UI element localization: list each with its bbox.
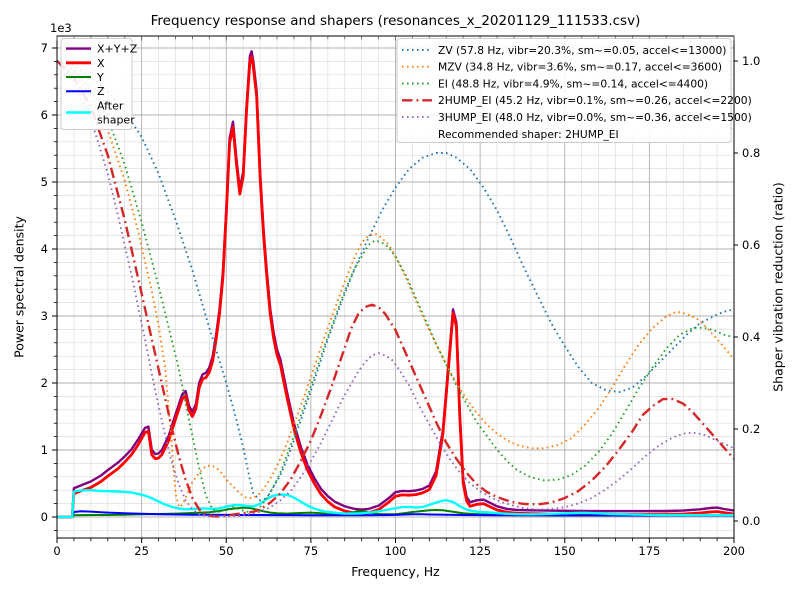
chart-title: Frequency response and shapers (resonanc…	[150, 13, 641, 29]
series-line-ei	[56, 60, 735, 513]
x-tick-label: 200	[723, 544, 745, 558]
x-tick-label: 150	[554, 544, 576, 558]
y-left-tick-label: 7	[41, 41, 48, 55]
y-left-tick-label: 4	[41, 242, 48, 256]
y-left-tick-label: 1	[41, 443, 48, 457]
y-axis-offset-text: 1e3	[50, 21, 72, 35]
legend-label-after-shaper: After	[97, 99, 124, 112]
legend-label-z: Z	[97, 85, 105, 98]
legend-label-y: Y	[96, 71, 104, 84]
x-tick-label: 0	[53, 544, 60, 558]
x-tick-label: 25	[134, 544, 149, 558]
y-left-axis-label: Power spectral density	[11, 216, 27, 358]
y-left-tick-label: 3	[41, 309, 48, 323]
x-tick-label: 125	[469, 544, 491, 558]
x-tick-label: 100	[385, 544, 407, 558]
y-right-tick-label: 0.0	[742, 514, 760, 528]
legend-box	[60, 38, 133, 130]
legend-label-x: X	[97, 57, 105, 70]
x-tick-label: 50	[219, 544, 234, 558]
legend-note: Recommended shaper: 2HUMP_EI	[438, 128, 619, 141]
x-axis-label: Frequency, Hz	[351, 564, 440, 579]
series-line-2hump-ei	[56, 60, 735, 518]
series-line-zv	[56, 60, 735, 502]
y-right-tick-label: 0.4	[742, 330, 760, 344]
series-line-after-shaper	[57, 489, 734, 519]
legend-label-mzv: MZV (34.8 Hz, vibr=3.6%, sm~=0.17, accel…	[438, 61, 722, 74]
x-tick-label: 175	[638, 544, 660, 558]
series-line-x	[57, 55, 735, 519]
y-right-tick-label: 0.2	[742, 422, 760, 436]
legend-label-3hump-ei: 3HUMP_EI (48.0 Hz, vibr=0.0%, sm~=0.36, …	[438, 111, 752, 124]
y-left-tick-label: 2	[41, 376, 48, 390]
legend-label-2hump-ei: 2HUMP_EI (45.2 Hz, vibr=0.1%, sm~=0.26, …	[438, 94, 752, 107]
series-line-z	[57, 510, 734, 518]
legend-label-after-shaper: shaper	[97, 114, 135, 127]
y-left-tick-label: 0	[41, 510, 48, 524]
y-left-tick-label: 5	[41, 175, 48, 189]
x-tick-label: 75	[304, 544, 319, 558]
legend-label-x-y-z: X+Y+Z	[97, 43, 138, 56]
y-right-tick-label: 0.6	[742, 238, 760, 252]
y-right-axis-label: Shaper vibration reduction (ratio)	[770, 182, 786, 392]
y-right-tick-label: 0.8	[742, 146, 760, 160]
legend-label-ei: EI (48.8 Hz, vibr=4.9%, sm~=0.14, accel<…	[438, 77, 708, 90]
legend-label-zv: ZV (57.8 Hz, vibr=20.3%, sm~=0.05, accel…	[438, 44, 726, 57]
legend-box	[396, 38, 732, 143]
y-right-tick-label: 1.0	[742, 54, 760, 68]
series-line-3hump-ei	[56, 60, 735, 518]
y-left-tick-label: 6	[41, 108, 48, 122]
